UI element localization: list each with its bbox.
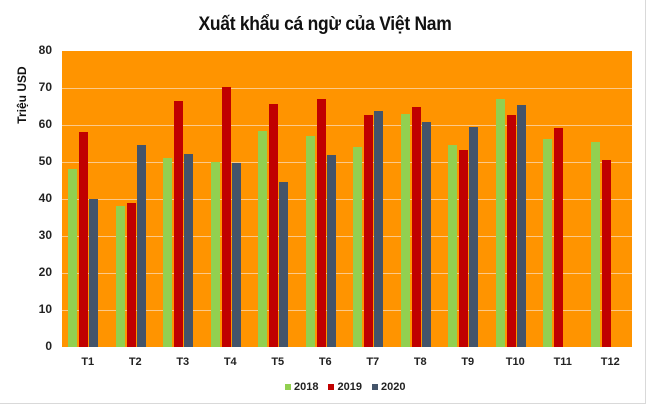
x-tick-label: T7 <box>366 356 380 368</box>
bar-2019-T8 <box>411 106 421 347</box>
bar-2019-T2 <box>126 202 136 347</box>
x-tick-label: T6 <box>318 356 332 368</box>
y-tick-label: 50 <box>38 154 52 168</box>
bar-2018-T8 <box>400 113 410 347</box>
legend: 2018 2019 2020 <box>285 381 405 393</box>
bar-2020-T3 <box>184 154 193 347</box>
bar-2019-T11 <box>554 127 563 347</box>
bar-2020-T2 <box>136 144 146 347</box>
x-tick-label: T8 <box>413 356 427 368</box>
bar-2018-T2 <box>115 206 125 347</box>
x-tick-label: T9 <box>461 356 475 368</box>
gridline <box>62 88 632 89</box>
bar-2018-T7 <box>353 147 362 347</box>
bar-2018-T10 <box>495 99 505 347</box>
gridline <box>62 310 632 311</box>
bar-2019-T4 <box>221 87 231 347</box>
y-tick-label: 10 <box>38 302 52 316</box>
bar-2018-T3 <box>163 158 172 347</box>
plot-area <box>62 51 632 347</box>
y-tick-label: 30 <box>38 228 52 242</box>
y-tick-label: 80 <box>38 43 52 57</box>
bar-2020-T9 <box>469 126 478 347</box>
legend-label: 2020 <box>380 381 406 393</box>
x-tick-label: T2 <box>128 356 142 368</box>
bar-2018-T12 <box>590 141 600 347</box>
x-tick-label: T1 <box>81 356 95 368</box>
bar-2020-T6 <box>326 155 336 347</box>
x-tick-label: T3 <box>176 356 190 368</box>
bar-2019-T10 <box>506 115 516 347</box>
x-tick-label: T11 <box>553 356 572 368</box>
legend-item-2018: 2018 <box>285 381 318 393</box>
y-tick-label: 0 <box>45 339 52 353</box>
bar-2018-T11 <box>543 138 552 347</box>
bar-2018-T5 <box>258 130 267 347</box>
gridline <box>62 273 632 274</box>
legend-swatch-icon <box>328 384 335 390</box>
bar-2019-T9 <box>459 150 468 347</box>
chart-title: Xuất khẩu cá ngừ của Việt Nam <box>198 14 452 35</box>
x-tick-label: T10 <box>505 356 525 368</box>
gridline <box>62 162 632 163</box>
legend-swatch-icon <box>285 384 291 390</box>
bar-2019-T6 <box>316 99 326 347</box>
y-tick-label: 40 <box>38 191 52 205</box>
legend-label: 2018 <box>294 381 319 393</box>
bar-2020-T7 <box>374 110 383 347</box>
bar-2020-T4 <box>231 163 241 347</box>
y-tick-label: 60 <box>38 117 52 131</box>
legend-swatch-icon <box>371 384 378 390</box>
gridline <box>62 125 632 126</box>
x-tick-label: T4 <box>223 356 237 368</box>
bar-2020-T5 <box>279 181 288 347</box>
bar-2018-T4 <box>210 162 220 347</box>
bar-2020-T1 <box>89 199 98 347</box>
gridline <box>62 199 632 200</box>
bar-2019-T5 <box>269 103 278 347</box>
bar-2019-T7 <box>364 115 373 347</box>
bar-2019-T3 <box>174 100 183 347</box>
y-tick-label: 70 <box>38 80 52 94</box>
y-axis-label: Triệu USD <box>15 66 29 124</box>
bar-2019-T12 <box>601 160 611 347</box>
legend-label: 2019 <box>337 381 362 393</box>
legend-item-2020: 2020 <box>371 381 406 393</box>
bar-2018-T1 <box>68 169 77 347</box>
gridline <box>62 236 632 237</box>
bar-2020-T8 <box>421 122 431 347</box>
bar-2018-T9 <box>448 145 457 347</box>
bar-2020-T10 <box>516 105 526 347</box>
legend-item-2019: 2019 <box>328 381 362 393</box>
bar-2018-T6 <box>305 136 315 347</box>
x-tick-label: T5 <box>271 356 285 368</box>
bar-2019-T1 <box>79 132 88 347</box>
x-tick-label: T12 <box>600 356 620 368</box>
y-tick-label: 20 <box>38 265 52 279</box>
